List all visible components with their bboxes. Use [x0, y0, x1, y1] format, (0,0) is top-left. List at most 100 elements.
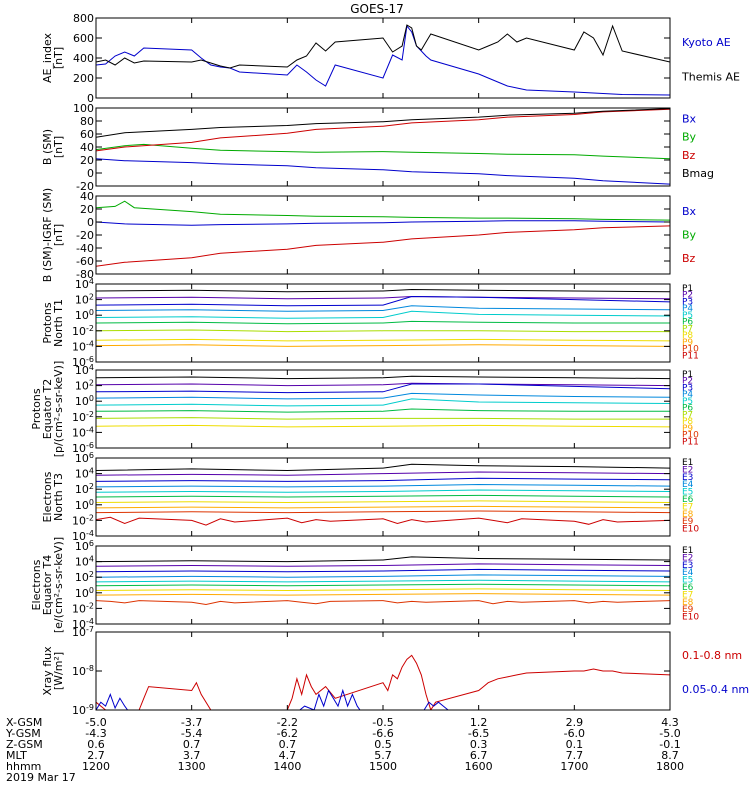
legend-label: E4 — [682, 480, 694, 490]
y-tick-label: 10-2 — [72, 410, 94, 424]
series-line-8 — [96, 600, 670, 606]
y-tick-label: 106 — [75, 539, 94, 553]
panel-series — [96, 556, 670, 606]
axis-row-value: 3.7 — [183, 749, 201, 762]
series-line-6 — [96, 329, 670, 333]
axis-row-value: -6.5 — [468, 727, 489, 740]
legend-label: E2 — [682, 465, 693, 475]
series-line-5 — [96, 583, 670, 587]
series-line-8 — [96, 344, 670, 347]
y-axis-label: [nT] — [52, 224, 65, 246]
series-line-6 — [96, 588, 670, 592]
y-axis-label: Protons — [30, 388, 43, 429]
legend-label: E2 — [682, 553, 693, 563]
y-tick-label: 40 — [80, 190, 94, 203]
y-tick-label: 600 — [73, 32, 94, 45]
axis-row-value: -0.1 — [659, 738, 680, 751]
series-line-0 — [96, 220, 670, 226]
series-line-6 — [96, 500, 670, 504]
y-axis-label: [W/m²] — [52, 652, 65, 690]
panel-series — [96, 463, 670, 526]
legend-label: E3 — [682, 561, 693, 571]
legend-label: E6 — [682, 495, 694, 505]
y-tick-label: 104 — [75, 467, 94, 481]
y-tick-label: 60 — [80, 128, 94, 141]
legend-label: E8 — [682, 510, 694, 520]
panel-frame — [95, 457, 671, 537]
axis-row-value: 4.7 — [279, 749, 297, 762]
legend-label: By — [682, 229, 697, 242]
axis-row-value: 2.7 — [87, 749, 105, 762]
y-tick-label: 106 — [75, 451, 94, 465]
legend-label: P3 — [682, 383, 693, 393]
axis-row-value: 1200 — [82, 760, 110, 773]
y-axis-label: Xray flux — [41, 646, 54, 696]
y-tick-label: 10-7 — [72, 625, 94, 639]
y-axis-label: [nT] — [52, 47, 65, 69]
series-line-4 — [96, 579, 670, 583]
y-tick-label: 800 — [73, 12, 94, 25]
axis-row-value: 0.7 — [183, 738, 201, 751]
legend-label: E5 — [682, 488, 693, 498]
legend-label: E9 — [682, 517, 694, 527]
legend-label: P4 — [682, 304, 693, 314]
series-line-3 — [96, 483, 670, 488]
legend-label: P9 — [682, 424, 693, 434]
legend-label: P3 — [682, 297, 693, 307]
y-tick-label: -80 — [76, 268, 94, 281]
y-tick-label: 104 — [75, 277, 94, 291]
series-line-3 — [96, 108, 670, 138]
panel-series — [96, 288, 670, 347]
series-line-4 — [96, 398, 670, 407]
panel-series — [96, 24, 670, 96]
series-line-1 — [96, 382, 670, 387]
legend-label: E7 — [682, 502, 693, 512]
y-tick-label: -20 — [76, 229, 94, 242]
y-tick-label: 100 — [75, 394, 94, 408]
y-tick-label: 102 — [75, 379, 94, 393]
legend-label: Bz — [682, 149, 696, 162]
series-line-7 — [96, 338, 670, 342]
panel-1: 800 600 400 200 0 AE_index[nT] Kyoto AE Themis … — [41, 12, 740, 105]
y-tick-label: 80 — [80, 115, 94, 128]
y-tick-label: 20 — [80, 203, 94, 216]
y-axis-label: [nT] — [52, 136, 65, 158]
axis-row-value: 1400 — [273, 760, 301, 773]
axis-row-value: 4.3 — [661, 716, 679, 729]
panel-frame — [95, 195, 671, 275]
legend-label: By — [682, 131, 697, 144]
axis-row-value: -3.7 — [181, 716, 202, 729]
series-line-2 — [96, 477, 670, 482]
series-line-1 — [96, 688, 449, 710]
axis-row-value: -5.0 — [659, 727, 680, 740]
axis-row-label: MLT — [6, 749, 27, 762]
series-line-3 — [96, 574, 670, 578]
series-line-0 — [96, 375, 670, 380]
panel-series — [96, 375, 670, 428]
axis-row-label: Z-GSM — [6, 738, 43, 751]
legend-label: E5 — [682, 576, 693, 586]
axis-row-value: -5.0 — [85, 716, 106, 729]
series-line-1 — [96, 295, 670, 300]
y-axis-label: B (SM) — [41, 129, 54, 165]
series-line-7 — [96, 505, 670, 509]
y-axis-label: Protons — [41, 302, 54, 343]
y-tick-label: 400 — [73, 52, 94, 65]
y-tick-label: 10-2 — [72, 513, 94, 527]
axis-row-value: 1.2 — [470, 716, 488, 729]
legend-label: E8 — [682, 598, 694, 608]
legend-label: P5 — [682, 311, 693, 321]
y-tick-label: 40 — [80, 141, 94, 154]
series-line-6 — [96, 417, 670, 420]
legend-label: E9 — [682, 605, 694, 615]
panel-frame — [95, 107, 671, 187]
legend-label: P7 — [682, 324, 693, 334]
series-line-2 — [96, 225, 670, 267]
series-line-5 — [96, 408, 670, 413]
legend-label: P2 — [682, 291, 693, 301]
axis-row-value: -6.6 — [372, 727, 393, 740]
axis-row-value: 6.7 — [470, 749, 488, 762]
series-line-7 — [96, 424, 670, 428]
